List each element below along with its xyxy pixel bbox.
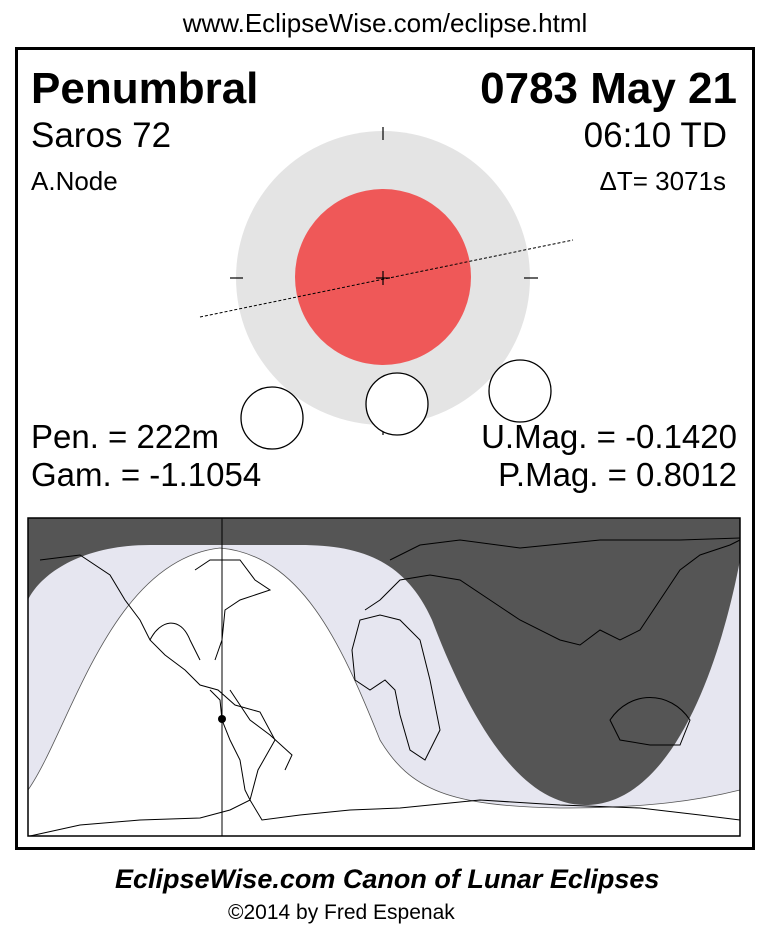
node: A.Node <box>31 166 118 196</box>
moon-greatest-eclipse <box>365 372 429 436</box>
eclipse-type: Penumbral <box>31 64 259 113</box>
visibility-map <box>27 517 741 837</box>
map-visible-region <box>27 547 741 837</box>
eclipse-time: 06:10 TD <box>583 116 727 155</box>
penumbral-duration: Pen. = 222m <box>31 418 220 455</box>
delta-t: ΔT= 3071s <box>599 166 727 196</box>
eclipse-date: 0783 May 21 <box>480 64 737 113</box>
moon-path-line <box>199 239 574 318</box>
site-url: www.EclipseWise.com/eclipse.html <box>182 8 588 38</box>
zenith-point-marker <box>218 715 226 723</box>
moon-first-contact <box>240 386 304 450</box>
moon-last-contact <box>488 359 552 423</box>
footer-title: EclipseWise.com Canon of Lunar Eclipses <box>115 864 660 894</box>
map-night-region <box>28 518 740 805</box>
coastlines <box>29 537 741 837</box>
umbral-magnitude: U.Mag. = -0.1420 <box>481 418 737 455</box>
diagram-frame <box>15 47 755 850</box>
footer-copyright: ©2014 by Fred Espenak <box>228 901 455 924</box>
saros-number: Saros 72 <box>31 116 172 155</box>
gamma: Gam. = -1.1054 <box>31 456 262 493</box>
penumbral-magnitude: P.Mag. = 0.8012 <box>498 456 737 493</box>
